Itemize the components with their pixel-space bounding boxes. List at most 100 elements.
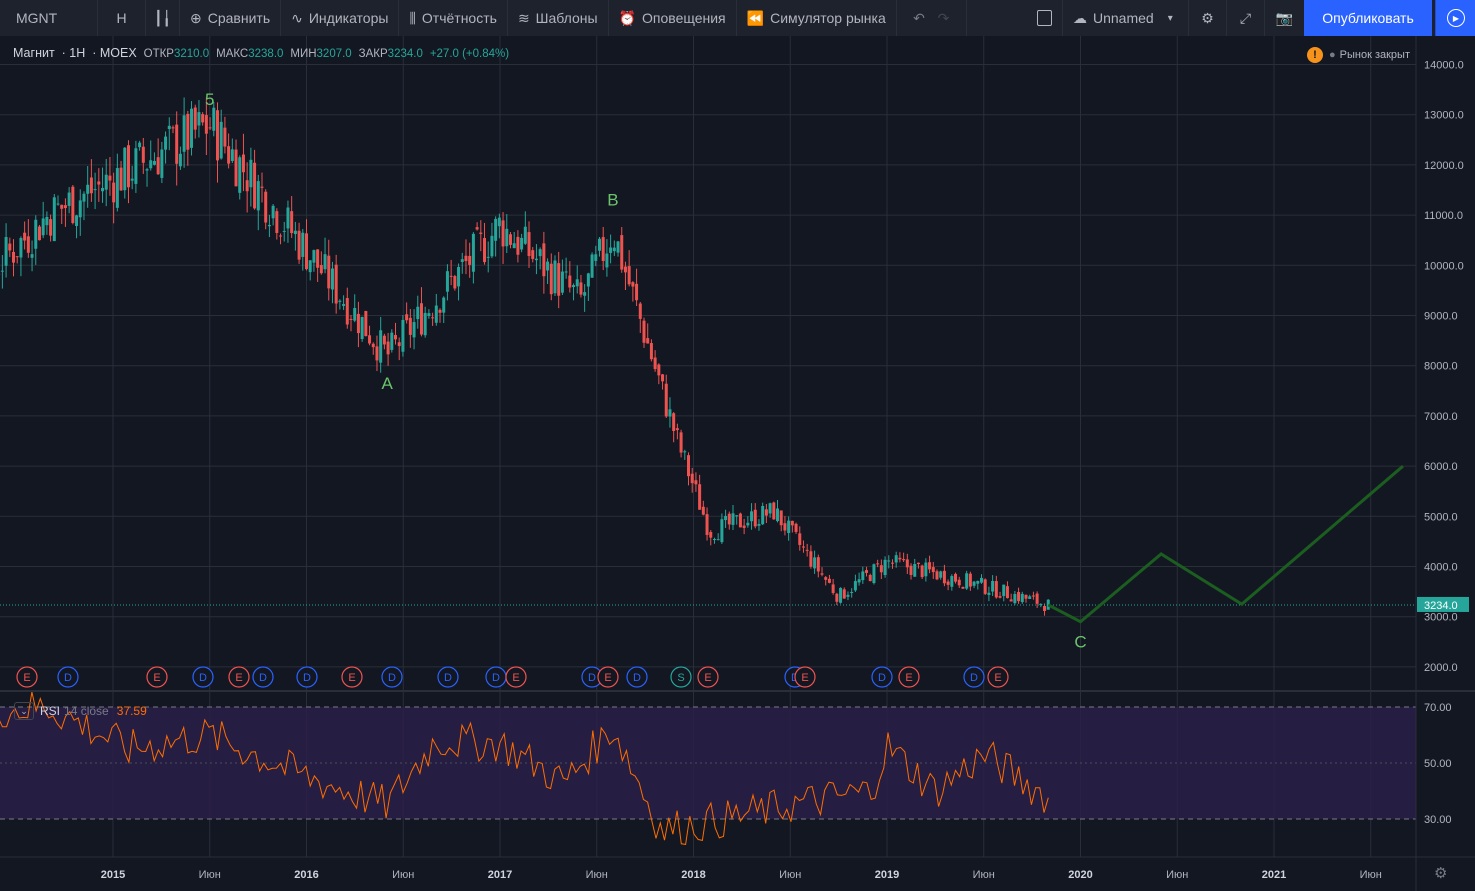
- time-axis[interactable]: 2015 Июн 2016 Июн 2017 Июн 2018 Июн 2019 Июн 2020 И…: [101, 869, 1382, 881]
- candle-body: [45, 216, 49, 226]
- candle-body: [438, 309, 442, 313]
- candle-body: [75, 215, 79, 226]
- event-marker[interactable]: [57, 666, 79, 688]
- candle-body: [260, 186, 264, 188]
- candle-body: [397, 342, 401, 346]
- candle-body: [568, 275, 572, 288]
- alerts-button[interactable]: ⏰ Оповещения: [609, 0, 737, 36]
- event-marker[interactable]: [252, 666, 274, 688]
- candle-body: [902, 559, 906, 561]
- fullscreen-toggle[interactable]: [1027, 0, 1063, 36]
- event-marker[interactable]: [670, 666, 692, 688]
- price-axis[interactable]: 14000.0 13000.0 12000.0 11000.0 10000.0 9000.…: [1424, 60, 1464, 674]
- candle-body: [983, 579, 987, 594]
- candle-body: [305, 233, 308, 270]
- candle-body: [8, 243, 12, 251]
- candle-body: [894, 555, 898, 563]
- axis-settings-icon[interactable]: ⚙: [1434, 865, 1448, 882]
- candle-body: [508, 234, 512, 245]
- event-marker[interactable]: [437, 666, 459, 688]
- candle-body: [957, 579, 961, 586]
- rsi-line: [0, 691, 1049, 845]
- candle-body: [597, 238, 601, 251]
- candle-body: [63, 205, 67, 209]
- candle-body: [301, 232, 305, 257]
- candle-body: [460, 259, 464, 262]
- event-label: D: [970, 672, 978, 684]
- play-icon: ▶: [1447, 9, 1465, 27]
- event-marker[interactable]: [871, 666, 893, 688]
- candle-body: [1043, 606, 1047, 612]
- interval-button[interactable]: H: [98, 0, 146, 36]
- event-marker[interactable]: [697, 666, 719, 688]
- candle-body: [542, 243, 546, 277]
- candle-body: [675, 428, 679, 431]
- event-marker[interactable]: [505, 666, 527, 688]
- financials-button[interactable]: ⫼ Отчётность: [399, 0, 508, 36]
- market-status[interactable]: ! ● Рынок закрыт: [1307, 47, 1410, 63]
- candle-body: [267, 224, 271, 227]
- play-button[interactable]: ▶: [1435, 0, 1475, 36]
- candle-body: [909, 565, 913, 575]
- event-marker[interactable]: [794, 666, 816, 688]
- event-marker[interactable]: [296, 666, 318, 688]
- rsi-tick: 70.00: [1424, 702, 1452, 714]
- time-tick: 2019: [875, 869, 899, 881]
- replay-button[interactable]: ⏪ Симулятор рынка: [737, 0, 897, 36]
- event-marker[interactable]: [192, 666, 214, 688]
- last-price-tag: 3234.0: [1417, 596, 1469, 612]
- event-marker[interactable]: [381, 666, 403, 688]
- event-marker[interactable]: [16, 666, 38, 688]
- compare-button[interactable]: ⊕ Сравнить: [180, 0, 282, 36]
- candle-body: [794, 523, 798, 532]
- symbol-search[interactable]: MGNT: [0, 0, 98, 36]
- snapshot-button[interactable]: 📷: [1265, 0, 1305, 36]
- wave-label: B: [607, 191, 618, 210]
- candle-body: [835, 593, 839, 602]
- event-marker[interactable]: [898, 666, 920, 688]
- event-label: E: [801, 672, 808, 684]
- candle-body: [93, 189, 97, 191]
- candle-body: [223, 127, 227, 147]
- wave-label: 5: [205, 90, 214, 109]
- rsi-axis[interactable]: 70.00 50.00 30.00: [1424, 702, 1452, 826]
- candle-body: [879, 565, 883, 573]
- candle-body: [316, 249, 320, 268]
- event-marker[interactable]: [146, 666, 168, 688]
- candle-body: [123, 147, 127, 191]
- event-marker[interactable]: [341, 666, 363, 688]
- candle-body: [972, 581, 976, 586]
- settings-button[interactable]: ⚙: [1189, 0, 1227, 36]
- event-marker[interactable]: [626, 666, 648, 688]
- price-tick: 12000.0: [1424, 160, 1464, 172]
- candle-body: [401, 319, 405, 352]
- time-tick: Июн: [586, 869, 608, 881]
- indicators-button[interactable]: ∿ Индикаторы: [281, 0, 400, 36]
- candle-body: [939, 571, 943, 578]
- candle-body: [609, 247, 613, 253]
- event-marker[interactable]: [228, 666, 250, 688]
- candle-body: [661, 374, 665, 382]
- collapse-icon[interactable]: ⌄: [14, 702, 34, 720]
- candle-body: [323, 254, 327, 270]
- rsi-legend[interactable]: ⌄ RSI 14 close 37.59: [14, 702, 147, 720]
- candle-body: [764, 509, 768, 516]
- undo-icon[interactable]: ↶: [913, 9, 925, 26]
- main-legend[interactable]: Магнит · 1Н · MOEX ОТКР3210.0 МАКС3238.0…: [13, 46, 510, 60]
- time-tick: 2020: [1068, 869, 1092, 881]
- time-tick: Июн: [1166, 869, 1188, 881]
- publish-button[interactable]: Опубликовать: [1304, 0, 1432, 36]
- candle-body: [382, 335, 386, 345]
- templates-button[interactable]: ≋ Шаблоны: [508, 0, 609, 36]
- event-marker[interactable]: [597, 666, 619, 688]
- event-marker[interactable]: [963, 666, 985, 688]
- layout-selector[interactable]: ☁ Unnamed ▾: [1063, 0, 1189, 36]
- event-marker[interactable]: [987, 666, 1009, 688]
- expand-icon: ⤢: [1239, 9, 1252, 26]
- candle-body: [757, 523, 761, 526]
- chart-type-button[interactable]: ┃╽: [146, 0, 180, 36]
- candle-body: [657, 364, 661, 376]
- expand-button[interactable]: ⤢: [1227, 0, 1265, 36]
- redo-icon[interactable]: ↷: [937, 9, 950, 26]
